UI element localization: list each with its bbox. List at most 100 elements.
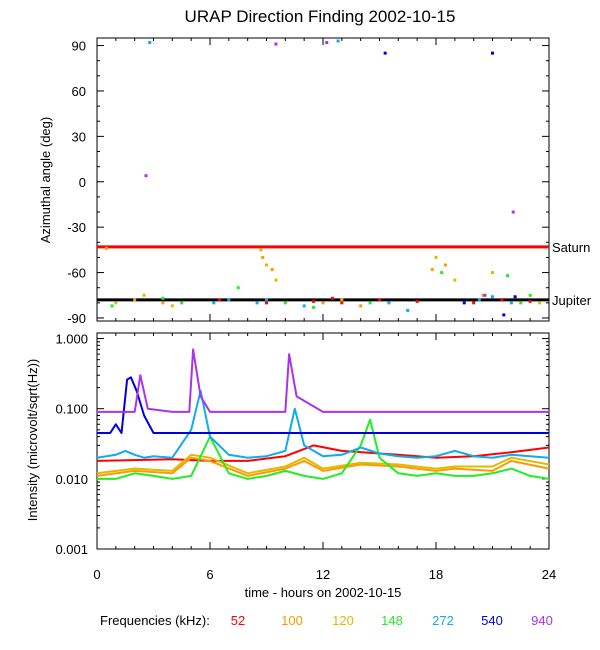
scatter-point	[104, 246, 108, 250]
frequency-legend-label: Frequencies (kHz):	[100, 613, 210, 628]
intensity-line	[97, 418, 550, 480]
scatter-point	[528, 293, 532, 297]
scatter-point	[434, 255, 438, 259]
x-axis-label: time - hours on 2002-10-15	[245, 585, 402, 600]
scatter-point	[378, 298, 381, 302]
scatter-point	[142, 293, 146, 297]
y-tick-label: -30	[67, 220, 86, 235]
intensity-line	[97, 348, 549, 413]
scatter-point	[528, 299, 532, 303]
scatter-point	[180, 301, 184, 305]
azimuth-y-axis-label: Azimuthal angle (deg)	[38, 117, 53, 243]
frequency-legend-items: 52 100 120 148 272 540 940	[231, 613, 553, 628]
scatter-point	[265, 263, 268, 267]
intensity-line	[97, 376, 549, 434]
reference-line-label: Jupiter	[552, 293, 592, 308]
azimuth-panel: Saturn Jupiter 90 60 30 0 -30 -60 -90 Azimuthal…	[38, 37, 592, 326]
scatter-point	[430, 268, 434, 272]
y-tick-label: 60	[72, 84, 86, 99]
intensity-line	[96, 389, 550, 459]
azimuth-tick-marks	[96, 38, 550, 321]
scatter-point	[453, 278, 457, 282]
x-tick-label: 6	[206, 567, 213, 582]
scatter-point	[340, 301, 344, 305]
scatter-point	[387, 301, 391, 305]
y-tick-label: 30	[72, 129, 86, 144]
scatter-point	[415, 299, 419, 303]
scatter-point	[144, 174, 148, 178]
scatter-point	[477, 298, 481, 302]
scatter-point	[217, 298, 221, 302]
scatter-point	[506, 274, 510, 278]
intensity-panel: 1.000 0.100 0.010 0.001 Intensity (microvol…	[25, 332, 550, 557]
scatter-point	[481, 293, 485, 297]
scatter-point	[538, 301, 542, 305]
scatter-point	[472, 301, 476, 305]
scatter-point	[406, 308, 410, 312]
x-tick-label: 12	[316, 567, 330, 582]
intensity-y-tick-labels: 1.000 0.100 0.010 0.001	[55, 332, 88, 557]
scatter-point	[283, 301, 287, 305]
reference-lines: Saturn Jupiter	[97, 240, 592, 308]
y-tick-label: 0.100	[55, 402, 88, 417]
y-tick-label: 1.000	[55, 332, 88, 347]
scatter-point	[440, 271, 444, 275]
y-tick-label: -60	[67, 266, 86, 281]
scatter-point	[359, 304, 363, 308]
scatter-point	[265, 298, 268, 302]
scatter-point	[114, 301, 118, 305]
scatter-point	[302, 304, 306, 308]
scatter-point	[161, 296, 165, 300]
x-tick-labels: 0 6 12 18 24	[93, 567, 556, 582]
scatter-point	[170, 304, 174, 308]
y-tick-label: 0.010	[55, 472, 88, 487]
intensity-line	[96, 444, 550, 462]
scatter-point	[259, 248, 263, 252]
azimuth-y-tick-labels: 90 60 30 0 -30 -60 -90	[67, 39, 86, 326]
scatter-point	[368, 301, 372, 305]
y-tick-label: -90	[67, 311, 86, 326]
intensity-plot-frame	[96, 332, 550, 550]
scatter-point	[511, 210, 515, 214]
chart-title: URAP Direction Finding 2002-10-15	[185, 7, 456, 26]
scatter-point	[336, 39, 340, 43]
scatter-point	[509, 301, 513, 305]
x-tick-label: 18	[429, 567, 443, 582]
scatter-point	[325, 41, 329, 45]
scatter-point	[443, 263, 447, 267]
intensity-line	[96, 453, 550, 475]
intensity-series-lines	[96, 348, 550, 480]
frequency-legend-item: 52	[231, 613, 245, 628]
scatter-point	[236, 286, 240, 290]
frequency-legend: Frequencies (kHz): 52 100 120 148 272 540 940	[100, 613, 553, 628]
scatter-point	[270, 268, 274, 272]
scatter-point	[462, 301, 466, 305]
y-tick-label: 0	[79, 175, 86, 190]
intensity-line	[96, 456, 550, 477]
scatter-point	[321, 301, 325, 305]
scatter-point	[491, 51, 494, 55]
scatter-point	[110, 304, 114, 308]
scatter-point	[383, 51, 387, 55]
scatter-point	[502, 313, 506, 317]
frequency-legend-item: 100	[281, 613, 303, 628]
frequency-legend-item: 120	[332, 613, 354, 628]
scatter-point	[227, 298, 231, 302]
scatter-point	[161, 301, 165, 305]
scatter-point	[261, 255, 265, 259]
x-tick-label: 0	[93, 567, 100, 582]
intensity-y-axis-label: Intensity (microvolt/sqrt(Hz))	[25, 359, 40, 522]
scatter-point	[491, 295, 494, 299]
frequency-legend-item: 540	[481, 613, 503, 628]
scatter-point	[133, 298, 137, 302]
frequency-legend-item: 272	[432, 613, 454, 628]
y-tick-label: 0.001	[55, 542, 88, 557]
azimuth-plot-frame	[96, 37, 550, 322]
scatter-point	[330, 296, 334, 300]
reference-line-label: Saturn	[552, 240, 590, 255]
x-tick-label: 24	[542, 567, 556, 582]
frequency-legend-item: 940	[531, 613, 553, 628]
scatter-point	[340, 298, 344, 302]
scatter-point	[274, 42, 278, 46]
